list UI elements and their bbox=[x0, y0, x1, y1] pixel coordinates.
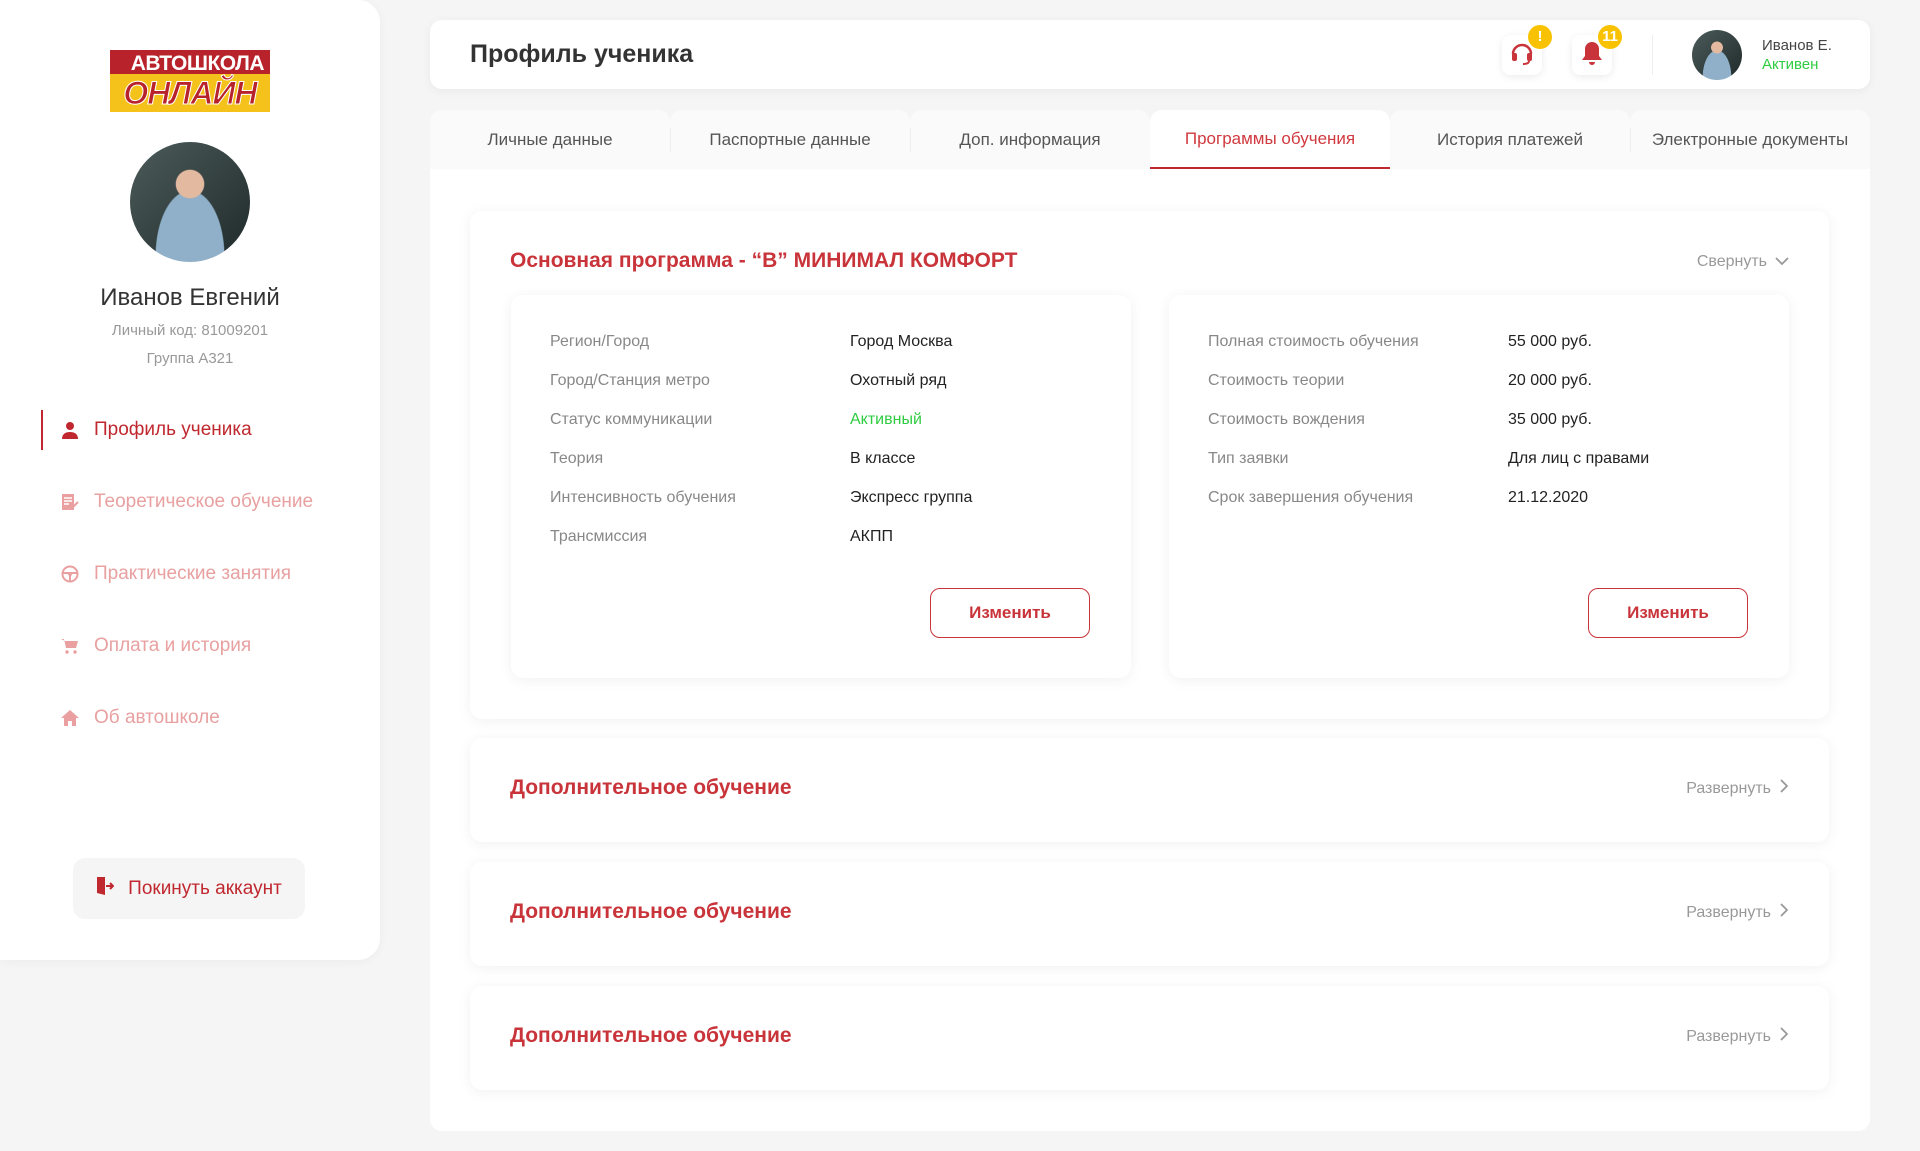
divider bbox=[1652, 35, 1653, 75]
program-costs: Полная стоимость обучения 55 000 руб. Стои… bbox=[1169, 295, 1789, 678]
extra-program-card: Дополнительное обучение Развернуть bbox=[470, 862, 1829, 966]
document-edit-icon bbox=[60, 492, 80, 512]
content-panel: Основная программа - “B” МИНИМАЛ КОМФОРТ… bbox=[430, 169, 1870, 1131]
extra-program-title: Дополнительное обучение bbox=[510, 900, 792, 923]
tab-personal[interactable]: Личные данные bbox=[430, 110, 670, 169]
sidebar-item-profile[interactable]: Профиль ученика bbox=[60, 410, 252, 450]
detail-label: Стоимость вождения bbox=[1208, 411, 1365, 428]
detail-value: Город Москва bbox=[850, 333, 953, 350]
logo[interactable]: АВТОШКОЛА ОНЛАЙН bbox=[110, 50, 270, 112]
detail-row: Стоимость вождения 35 000 руб. bbox=[1208, 411, 1768, 431]
tabs: Личные данные Паспортные данные Доп. инф… bbox=[430, 110, 1870, 169]
sidebar-item-theory[interactable]: Теоретическое обучение bbox=[60, 482, 313, 522]
sidebar-item-about[interactable]: Об автошколе bbox=[60, 698, 220, 738]
logout-button[interactable]: Покинуть аккаунт bbox=[73, 858, 305, 919]
logout-icon bbox=[96, 876, 115, 902]
sidebar-item-practice[interactable]: Практические занятия bbox=[60, 554, 291, 594]
tab-passport[interactable]: Паспортные данные bbox=[670, 110, 910, 169]
sidebar: АВТОШКОЛА ОНЛАЙН Иванов Евгений Личный ко… bbox=[0, 0, 380, 960]
detail-value: Экспресс группа bbox=[850, 489, 973, 506]
detail-row: Срок завершения обучения 21.12.2020 bbox=[1208, 489, 1768, 509]
detail-value: Активный bbox=[850, 411, 922, 428]
headset-icon bbox=[1509, 40, 1535, 71]
page-title: Профиль ученика bbox=[470, 40, 694, 68]
detail-label: Интенсивность обучения bbox=[550, 489, 736, 506]
detail-value: 20 000 руб. bbox=[1508, 372, 1592, 389]
support-badge: ! bbox=[1528, 25, 1552, 49]
personal-code: Личный код: 81009201 bbox=[111, 322, 269, 339]
expand-button[interactable]: Развернуть bbox=[1686, 779, 1789, 798]
detail-value: 35 000 руб. bbox=[1508, 411, 1592, 428]
sidebar-item-label: Об автошколе bbox=[94, 707, 220, 728]
steering-wheel-icon bbox=[60, 564, 80, 584]
sidebar-item-label: Профиль ученика bbox=[94, 419, 252, 440]
sidebar-item-payment[interactable]: Оплата и история bbox=[60, 626, 251, 666]
sidebar-item-label: Практические занятия bbox=[94, 563, 292, 584]
notifications-button[interactable]: 11 bbox=[1572, 25, 1622, 75]
detail-row: Город/Станция метро Охотный ряд bbox=[550, 372, 1110, 392]
detail-row: Стоимость теории 20 000 руб. bbox=[1208, 372, 1768, 392]
user-name: Иванов Е. bbox=[1762, 37, 1832, 54]
expand-button[interactable]: Развернуть bbox=[1686, 903, 1789, 922]
detail-label: Срок завершения обучения bbox=[1208, 489, 1414, 506]
extra-program-card: Дополнительное обучение Развернуть bbox=[470, 986, 1829, 1090]
tab-payments[interactable]: История платежей bbox=[1390, 110, 1630, 169]
detail-row: Полная стоимость обучения 55 000 руб. bbox=[1208, 333, 1768, 353]
program-title: Основная программа - “B” МИНИМАЛ КОМФОРТ bbox=[510, 249, 1018, 272]
header: Профиль ученика ! 11 Иванов Е. Активен bbox=[430, 20, 1870, 89]
program-details: Регион/Город Город Москва Город/Станция ме… bbox=[511, 295, 1131, 678]
detail-value: АКПП bbox=[850, 528, 893, 545]
notifications-badge: 11 bbox=[1598, 25, 1622, 49]
detail-label: Теория bbox=[550, 450, 604, 467]
chevron-down-icon bbox=[1775, 253, 1789, 271]
detail-row: Теория В классе bbox=[550, 450, 1110, 470]
detail-label: Стоимость теории bbox=[1208, 372, 1345, 389]
user-avatar[interactable] bbox=[1692, 30, 1742, 80]
edit-details-button[interactable]: Изменить bbox=[930, 588, 1090, 638]
detail-value: Охотный ряд bbox=[850, 372, 947, 389]
active-indicator bbox=[41, 410, 43, 450]
main-program-card: Основная программа - “B” МИНИМАЛ КОМФОРТ… bbox=[470, 211, 1829, 719]
avatar bbox=[130, 142, 250, 262]
user-status: Активен bbox=[1762, 56, 1819, 73]
tab-programs[interactable]: Программы обучения bbox=[1150, 110, 1390, 169]
detail-value: 55 000 руб. bbox=[1508, 333, 1592, 350]
detail-label: Город/Станция метро bbox=[550, 372, 710, 389]
extra-program-card: Дополнительное обучение Развернуть bbox=[470, 738, 1829, 842]
extra-program-title: Дополнительное обучение bbox=[510, 776, 792, 799]
student-name: Иванов Евгений bbox=[100, 284, 280, 311]
chevron-right-icon bbox=[1779, 1027, 1789, 1046]
detail-label: Полная стоимость обучения bbox=[1208, 333, 1419, 350]
sidebar-item-label: Оплата и история bbox=[94, 635, 252, 656]
detail-row: Регион/Город Город Москва bbox=[550, 333, 1110, 353]
extra-program-title: Дополнительное обучение bbox=[510, 1024, 792, 1047]
detail-row: Интенсивность обучения Экспресс группа bbox=[550, 489, 1110, 509]
expand-button[interactable]: Развернуть bbox=[1686, 1027, 1789, 1046]
detail-label: Тип заявки bbox=[1208, 450, 1289, 467]
tab-additional-info[interactable]: Доп. информация bbox=[910, 110, 1150, 169]
group: Группа А321 bbox=[146, 350, 234, 367]
support-button[interactable]: ! bbox=[1502, 25, 1552, 75]
collapse-button[interactable]: Свернуть bbox=[1697, 253, 1789, 271]
tab-documents[interactable]: Электронные документы bbox=[1630, 110, 1870, 169]
detail-label: Регион/Город bbox=[550, 333, 650, 350]
detail-row: Статус коммуникации Активный bbox=[550, 411, 1110, 431]
detail-row: Трансмиссия АКПП bbox=[550, 528, 1110, 548]
detail-value: 21.12.2020 bbox=[1508, 489, 1589, 506]
user-icon bbox=[60, 420, 80, 440]
bell-icon bbox=[1580, 40, 1604, 71]
detail-value: В классе bbox=[850, 450, 916, 467]
cart-icon bbox=[60, 636, 80, 656]
detail-row: Тип заявки Для лиц с правами bbox=[1208, 450, 1768, 470]
chevron-right-icon bbox=[1779, 903, 1789, 922]
edit-costs-button[interactable]: Изменить bbox=[1588, 588, 1748, 638]
detail-label: Статус коммуникации bbox=[550, 411, 713, 428]
detail-value: Для лиц с правами bbox=[1508, 450, 1650, 467]
sidebar-item-label: Теоретическое обучение bbox=[94, 491, 314, 512]
home-icon bbox=[60, 708, 80, 728]
chevron-right-icon bbox=[1779, 779, 1789, 798]
detail-label: Трансмиссия bbox=[550, 528, 648, 545]
